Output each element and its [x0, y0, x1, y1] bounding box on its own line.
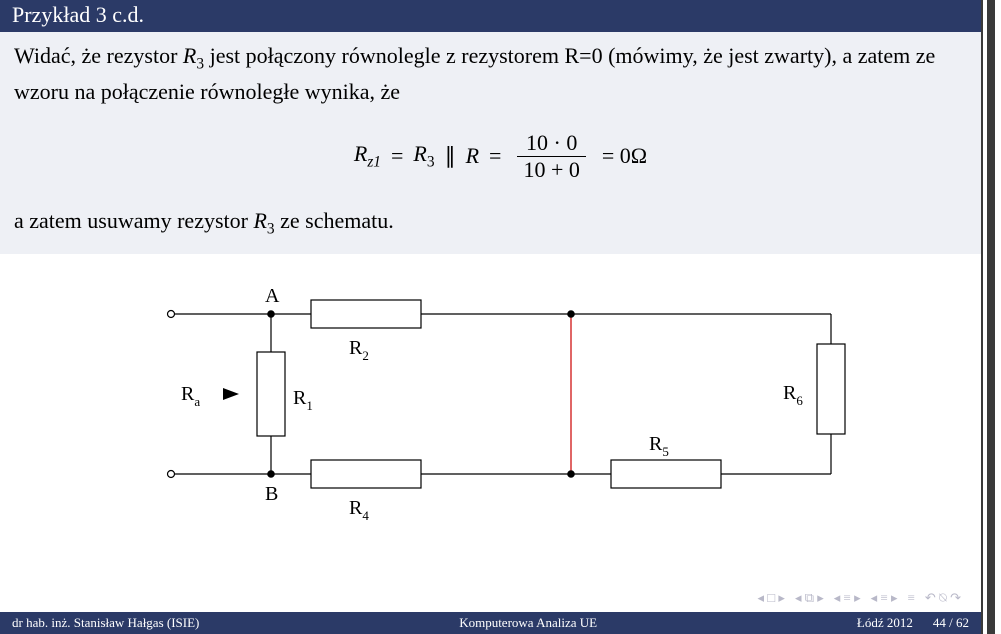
eq: = — [391, 143, 403, 169]
scrollbar[interactable] — [981, 0, 1001, 634]
footer-place: Łódź 2012 — [857, 615, 913, 631]
svg-text:A: A — [265, 285, 280, 307]
slide-header: Przykład 3 c.d. — [0, 0, 1001, 32]
circuit-diagram: A B Ra R1 R2 R4 R5 R6 — [0, 274, 1001, 534]
var: R — [354, 141, 367, 166]
var: R — [413, 141, 426, 166]
nav-subsection-icon[interactable]: ◂ ⧉ ▸ — [795, 590, 824, 606]
footer-page: 44 / 62 — [933, 615, 969, 631]
nav-frame-icon[interactable]: ◂ □ ▸ — [758, 590, 785, 606]
sub: 3 — [427, 153, 435, 170]
nav-undo-icon[interactable]: ↶ ⍉ ↷ — [925, 590, 961, 606]
eq: = — [489, 143, 501, 169]
slide-title: Przykład 3 c.d. — [12, 2, 144, 27]
paragraph-1: Widać, że rezystor R3 jest połączony rów… — [14, 40, 987, 108]
parallel-symbol: ∥ — [445, 143, 456, 169]
svg-text:R4: R4 — [349, 497, 369, 523]
numerator: 10 · 0 — [517, 130, 585, 157]
nav-appendix-icon[interactable]: ≡ — [908, 590, 915, 606]
equation: Rz1 = R3 ∥ R = 10 · 0 10 + 0 = 0Ω — [14, 130, 987, 183]
text: ze schematu. — [275, 208, 394, 233]
text: Widać, że rezystor — [14, 43, 183, 68]
footer-title: Komputerowa Analiza UE — [199, 615, 857, 631]
beamer-nav[interactable]: ◂ □ ▸ ◂ ⧉ ▸ ◂ ≡ ▸ ◂ ≡ ▸ ≡ ↶ ⍉ ↷ — [758, 590, 961, 606]
svg-text:R1: R1 — [293, 387, 313, 413]
svg-text:B: B — [265, 483, 278, 505]
circuit-svg: A B Ra R1 R2 R4 R5 R6 — [111, 274, 891, 534]
svg-text:Ra: Ra — [181, 383, 200, 409]
footer-author: dr hab. inż. Stanisław Hałgas (ISIE) — [12, 615, 199, 631]
rhs: = 0Ω — [602, 143, 647, 169]
slide-footer: dr hab. inż. Stanisław Hałgas (ISIE) Kom… — [0, 612, 981, 634]
svg-text:R5: R5 — [649, 433, 669, 459]
svg-text:R2: R2 — [349, 337, 369, 363]
paragraph-2: a zatem usuwamy rezystor R3 ze schematu. — [14, 205, 987, 241]
sub: z1 — [367, 153, 381, 170]
denominator: 10 + 0 — [517, 157, 585, 183]
var-R: R — [183, 43, 196, 68]
nav-part-icon[interactable]: ◂ ≡ ▸ — [871, 590, 898, 606]
fraction: 10 · 0 10 + 0 — [517, 130, 585, 183]
svg-text:R6: R6 — [783, 382, 803, 408]
content-box: Widać, że rezystor R3 jest połączony rów… — [0, 32, 1001, 254]
var: R — [466, 143, 479, 168]
sub-3: 3 — [196, 55, 204, 72]
nav-section-icon[interactable]: ◂ ≡ ▸ — [834, 590, 861, 606]
var-R: R — [253, 208, 266, 233]
sub-3: 3 — [267, 220, 275, 237]
text: a zatem usuwamy rezystor — [14, 208, 253, 233]
